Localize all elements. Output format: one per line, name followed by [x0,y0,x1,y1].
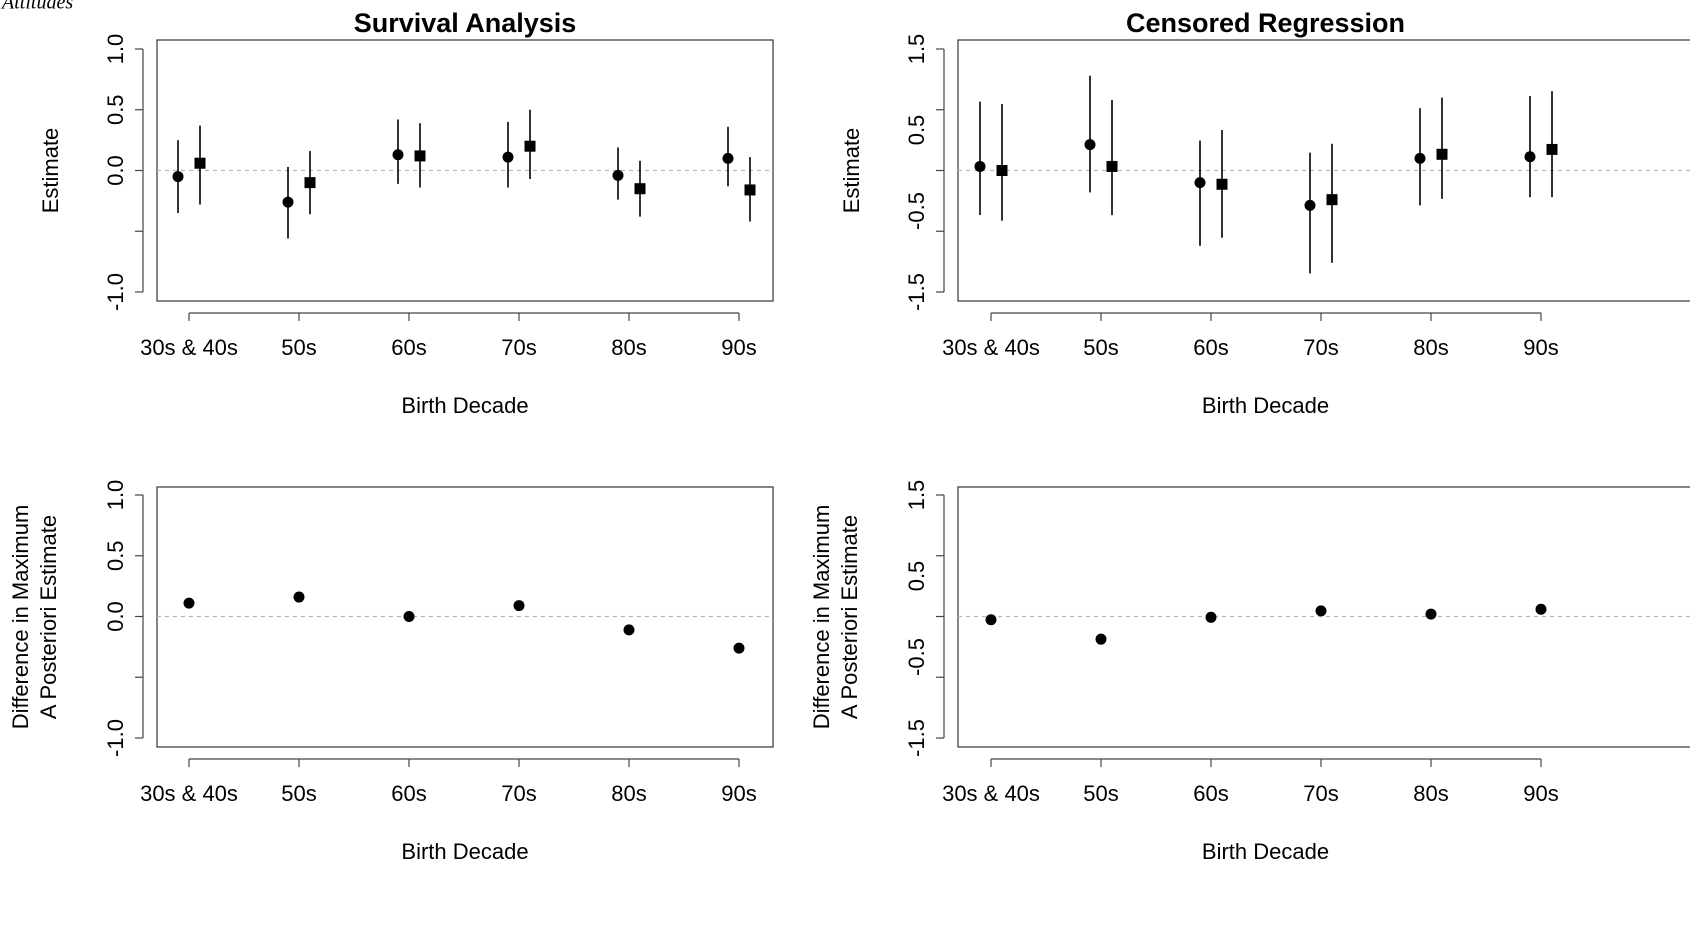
data-point-circle [612,169,624,181]
panel-1: -1.0 0.0 0.5 1.0 30s & 40s 50s 60s 70s 80s 90s Sur… [38,8,774,418]
x-tick-label: 30s & 40s [140,335,238,360]
data-point-circle [1194,177,1206,189]
y-axis-label: A Posteriori Estimate [36,515,61,719]
x-tick-label: 80s [1413,781,1448,806]
y-tick-label: 1.0 [103,480,128,511]
x-tick-label: 90s [1523,781,1558,806]
x-tick-label: 50s [1083,335,1118,360]
data-point-square [634,183,646,195]
data-point-circle [623,624,635,636]
x-tick-label: 80s [611,335,646,360]
x-tick-label: 90s [1523,335,1558,360]
y-axis-label: Estimate [38,128,63,214]
x-tick-label: 60s [391,335,426,360]
x-axis-label: Birth Decade [401,839,528,864]
panel-2: -1.5 -0.5 0.5 1.5 30s & 40s 50s 60s 70s 80s 90s Ce… [839,8,1690,418]
data-point-circle [1095,633,1107,645]
x-tick-label: 90s [721,781,756,806]
data-point-square [1436,148,1448,160]
y-tick-label: -1.0 [103,273,128,311]
data-point-square [744,184,756,196]
data-point-circle [513,600,525,612]
x-tick-label: 70s [1303,781,1338,806]
y-tick-label: -1.5 [904,719,929,757]
x-tick-label: 50s [1083,781,1118,806]
data-point-circle [172,171,184,183]
data-point-circle [1425,608,1437,620]
y-tick-label: -1.0 [103,719,128,757]
x-tick-label: 50s [281,781,316,806]
y-axis-label: Estimate [839,128,864,214]
data-point-circle [403,611,415,622]
x-axis-label: Birth Decade [1202,839,1329,864]
y-tick-label: 0.5 [904,115,929,146]
data-point-circle [502,151,514,163]
data-point-circle [733,642,745,654]
x-tick-label: 50s [281,335,316,360]
data-point-square [524,140,536,152]
y-axis-label: A Posteriori Estimate [837,515,862,719]
data-point-circle [985,614,997,626]
chart-title: Survival Analysis [354,8,577,38]
x-tick-label: 60s [1193,335,1228,360]
panel-3: -1.0 0.0 0.5 1.0 30s & 40s 50s 60s 70s 80s 90s Bir… [8,480,774,864]
data-point-circle [183,597,195,609]
x-tick-label: 60s [391,781,426,806]
y-tick-label: 1.0 [103,34,128,65]
data-point-square [996,165,1008,176]
data-point-square [414,150,426,162]
data-point-circle [1535,603,1547,615]
y-tick-label: 0.5 [103,94,128,125]
x-tick-label: 30s & 40s [140,781,238,806]
x-tick-label: 70s [501,781,536,806]
x-tick-label: 60s [1193,781,1228,806]
corner-label: Attitudes [0,0,73,14]
data-point-circle [392,149,404,161]
data-point-square [194,157,206,169]
data-point-circle [1524,151,1536,163]
x-tick-label: 70s [501,335,536,360]
plot-frame [957,486,1690,748]
data-point-circle [1205,611,1217,623]
data-point-square [1216,178,1228,190]
x-axis-label: Birth Decade [1202,393,1329,418]
x-tick-label: 80s [1413,335,1448,360]
y-tick-label: 0.5 [103,540,128,571]
x-tick-label: 30s & 40s [942,781,1040,806]
y-tick-label: 0.0 [103,155,128,186]
data-point-square [1326,194,1338,206]
y-axis-label: Difference in Maximum [8,505,33,730]
data-point-circle [282,196,294,208]
panel-4: -1.5 -0.5 0.5 1.5 30s & 40s 50s 60s 70s 80s 90s Bi… [809,480,1690,864]
x-tick-label: 70s [1303,335,1338,360]
x-tick-label: 80s [611,781,646,806]
data-point-square [1106,160,1118,172]
y-tick-label: -0.5 [904,192,929,230]
y-tick-label: -1.5 [904,273,929,311]
plot-frame [957,39,1690,302]
y-tick-label: -0.5 [904,638,929,676]
y-tick-label: 0.5 [904,561,929,592]
y-tick-label: 1.5 [904,480,929,511]
data-point-circle [974,160,986,172]
x-axis-label: Birth Decade [401,393,528,418]
y-axis-label: Difference in Maximum [809,505,834,730]
x-tick-label: 90s [721,335,756,360]
y-tick-label: 0.0 [103,601,128,632]
data-point-circle [1315,605,1327,617]
data-point-circle [293,591,305,603]
data-point-circle [722,152,734,164]
data-point-square [1546,143,1558,155]
data-point-square [304,177,316,189]
data-point-circle [1304,199,1316,211]
chart-title: Censored Regression [1126,8,1405,38]
data-point-circle [1084,139,1096,151]
y-tick-label: 1.5 [904,34,929,65]
x-tick-label: 30s & 40s [942,335,1040,360]
data-point-circle [1414,152,1426,164]
